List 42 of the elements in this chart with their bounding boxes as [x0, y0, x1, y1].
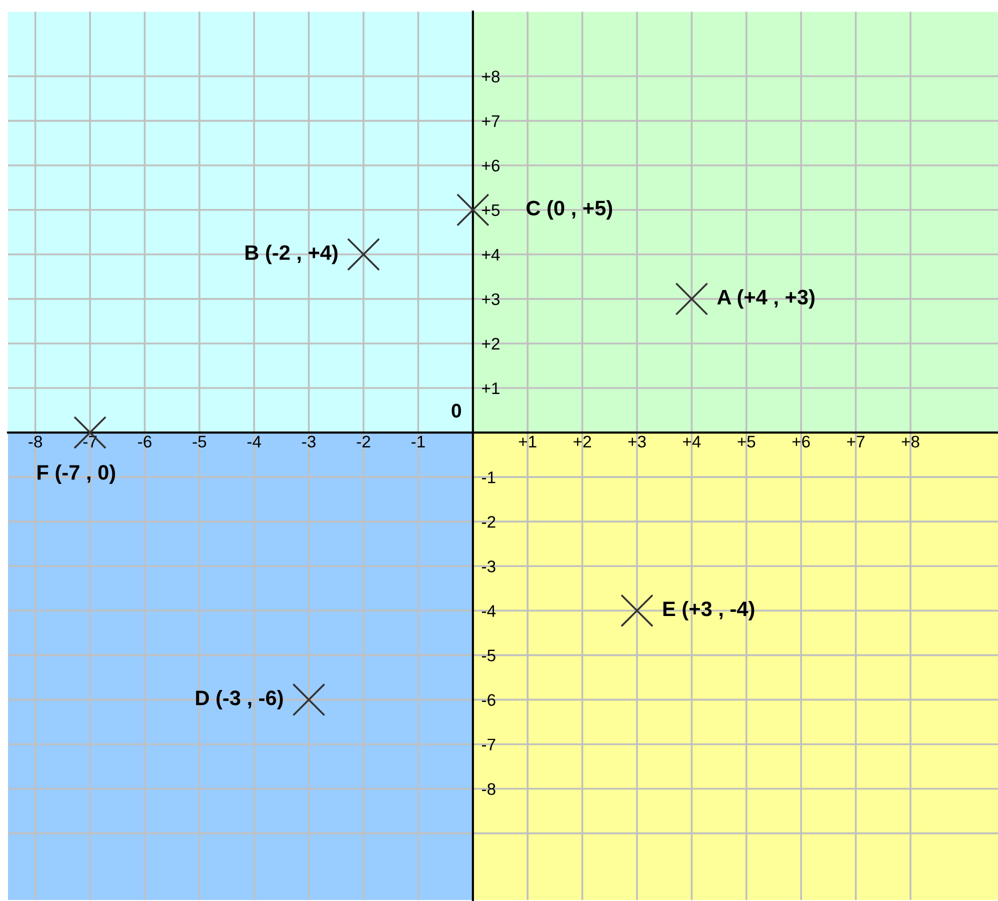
x-tick-label: +4 — [683, 436, 701, 448]
y-tick-label: -2 — [482, 516, 496, 528]
x-tick-label: +8 — [902, 436, 920, 448]
y-tick-label: +8 — [482, 70, 500, 82]
annotation: F (-7 , 0) — [38, 464, 116, 484]
y-tick-label: -6 — [482, 694, 496, 706]
annotation: B (-2 , +4) — [246, 244, 338, 264]
point — [675, 282, 708, 316]
y-tick-label: +7 — [482, 115, 500, 127]
y-tick-label: -5 — [482, 650, 496, 662]
y-tick-label: -4 — [482, 605, 496, 617]
x-tick-label: -2 — [356, 436, 370, 448]
x-tick-label: +1 — [518, 436, 536, 448]
x-tick-label: -3 — [302, 436, 316, 448]
annotation: 0 — [452, 404, 461, 418]
y-tick-label: +4 — [482, 248, 500, 260]
x-tick-label: -5 — [192, 436, 206, 448]
x-tick-label: -8 — [28, 436, 42, 448]
y-tick-label: -1 — [482, 472, 496, 484]
annotation: D (-3 , -6) — [196, 690, 283, 710]
annotation: C (0 , +5) — [526, 200, 612, 220]
annotation: A (+4 , +3) — [717, 289, 814, 309]
x-tick-label: +5 — [738, 436, 756, 448]
x-tick-label: -6 — [138, 436, 152, 448]
y-tick-label: +1 — [482, 382, 500, 394]
y-tick-label: +6 — [482, 160, 500, 172]
x-tick-label: +7 — [847, 436, 864, 448]
y-tick-label: -3 — [482, 560, 496, 572]
y-tick-label: +2 — [482, 338, 500, 350]
point — [292, 683, 326, 716]
y-tick-label: -7 — [482, 738, 496, 750]
y-tick-label: -8 — [482, 783, 496, 795]
x-tick-label: -4 — [247, 436, 262, 448]
annotation: E (+3 , -4) — [663, 600, 754, 620]
point — [620, 594, 654, 628]
x-tick-label: +3 — [628, 436, 646, 448]
y-tick-label: +3 — [482, 293, 500, 306]
x-tick-label: +6 — [792, 436, 810, 448]
x-tick-label: -1 — [412, 436, 425, 448]
y-tick-label: +5 — [482, 204, 500, 216]
point — [347, 238, 380, 271]
x-tick-label: +2 — [574, 436, 591, 448]
